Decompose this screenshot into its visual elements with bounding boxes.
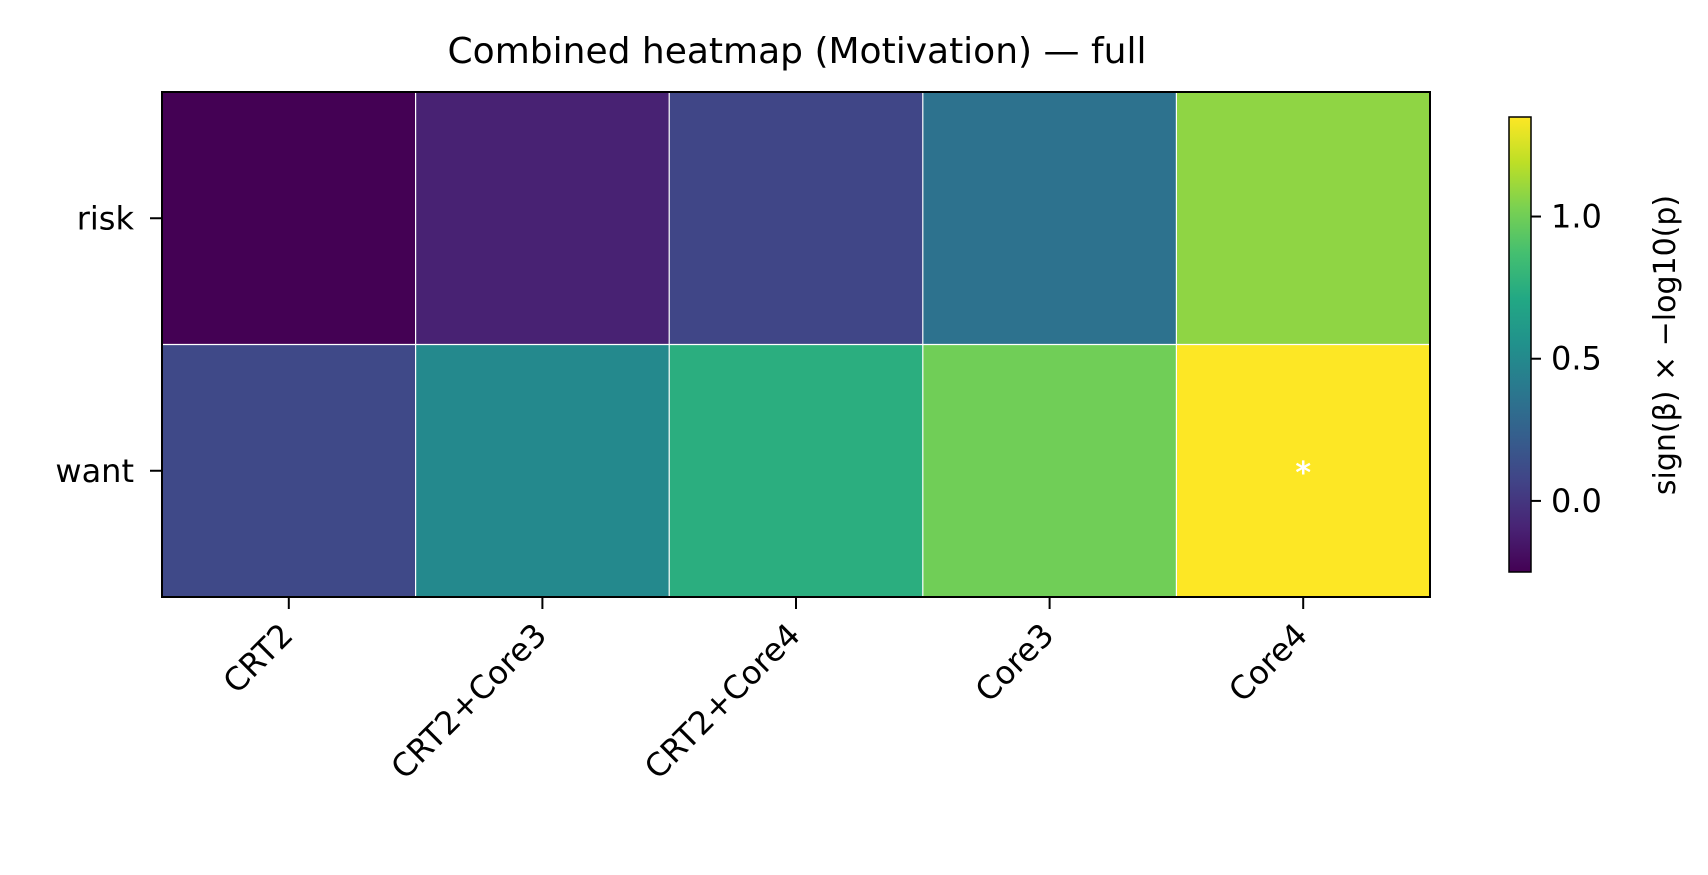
cell-annotations: *: [1295, 456, 1311, 491]
cell-gridlines: [162, 92, 1430, 597]
heatmap-cell: [415, 92, 670, 345]
y-tick-label: want: [55, 452, 134, 490]
colorbar-ticks: 0.0 0.5 1.0: [1531, 198, 1602, 520]
chart-title: Combined heatmap (Motivation) — full: [448, 31, 1147, 72]
x-tick-label: CRT2+Core4: [637, 616, 808, 787]
colorbar-label: sign(β) × −log10(p): [1648, 195, 1683, 495]
colorbar-gradient: [1508, 116, 1532, 573]
heatmap-cell: [162, 344, 416, 597]
x-tick-label: CRT2+Core3: [383, 616, 554, 787]
heatmap-cell: [669, 92, 923, 345]
cell-annotation: *: [1295, 456, 1311, 491]
heatmap-cell: [162, 92, 416, 345]
colorbar-tick-label: 1.0: [1551, 198, 1602, 236]
colorbar-tick-label: 0.0: [1551, 482, 1602, 520]
x-tick-label: CRT2: [215, 616, 300, 701]
heatmap-cell: [922, 92, 1177, 345]
x-tick-label: Core4: [1221, 616, 1315, 710]
y-axis: risk want: [55, 199, 162, 490]
x-axis: CRT2 CRT2+Core3 CRT2+Core4 Core3 Core4: [215, 597, 1315, 787]
heatmap-cells: [162, 92, 1430, 597]
x-tick-label: Core3: [968, 616, 1062, 710]
y-tick-label: risk: [77, 199, 135, 237]
heatmap-cell: [415, 344, 670, 597]
colorbar: 0.0 0.5 1.0 sign(β) × −log10(p): [1508, 116, 1683, 573]
heatmap-cell: [1176, 92, 1430, 345]
heatmap-cell: [922, 344, 1177, 597]
colorbar-tick-label: 0.5: [1551, 340, 1602, 378]
heatmap-cell: [669, 344, 923, 597]
heatmap-cell: [1176, 344, 1430, 597]
